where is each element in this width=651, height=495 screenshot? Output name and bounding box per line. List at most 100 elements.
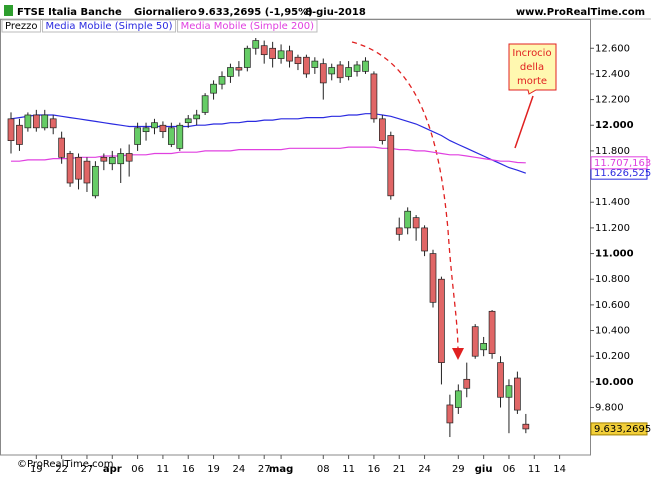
x-tick-label: 29 <box>452 464 465 475</box>
trend-arrowhead <box>452 348 464 360</box>
candle-body <box>328 67 336 75</box>
x-tick-label: 21 <box>393 464 406 475</box>
candle-body <box>370 73 378 120</box>
x-tick-label: 11 <box>528 464 541 475</box>
cross-pointer <box>514 95 534 149</box>
legend-box <box>42 19 177 33</box>
candle-body <box>218 76 226 85</box>
candle-body <box>92 165 99 197</box>
candle-body <box>260 45 268 56</box>
header-site: www.ProRealTime.com <box>516 7 645 18</box>
candle-body <box>353 64 361 72</box>
candle-body <box>193 114 201 120</box>
y-tick-label: 10.800 <box>595 274 630 285</box>
candle-body <box>514 377 521 411</box>
legend-box <box>1 19 42 33</box>
candle-body <box>404 210 412 229</box>
candle-body <box>319 63 327 84</box>
candle-body <box>463 378 471 389</box>
trend-arrow <box>351 41 459 353</box>
candle-body <box>151 122 158 129</box>
x-tick-label: 22 <box>55 464 68 475</box>
candle-body <box>41 114 49 129</box>
y-tick-label: 9.800 <box>595 403 624 414</box>
candle-body <box>286 50 293 62</box>
x-tick-label: 16 <box>368 464 381 475</box>
legend-box <box>177 19 318 33</box>
candle-body <box>16 124 23 145</box>
candle-body <box>184 118 192 124</box>
legend-label: Prezzo <box>5 21 38 32</box>
candle-body <box>303 56 310 75</box>
header-date: 8-giu-2018 <box>305 7 366 18</box>
candle-body <box>32 114 40 129</box>
candle-body <box>83 160 91 184</box>
candle-body <box>454 390 462 408</box>
x-tick-label: apr <box>103 464 122 475</box>
candle-body <box>421 227 428 252</box>
candle-body <box>345 67 352 77</box>
candle-body <box>125 153 133 162</box>
candle-body <box>7 118 15 141</box>
header-period: Giornaliero <box>134 7 197 18</box>
x-tick-label: 27 <box>81 464 94 475</box>
candle-body <box>480 343 487 351</box>
candle-body <box>497 362 504 398</box>
x-tick-label: 08 <box>317 464 330 475</box>
y-tick-label: 12.200 <box>595 95 630 106</box>
header-title: FTSE Italia Banche <box>17 7 122 18</box>
candle-body <box>488 310 496 354</box>
y-tick-label: 12.400 <box>595 69 630 80</box>
candle-body <box>100 156 108 162</box>
y-tick-label: 11.800 <box>595 146 630 157</box>
candle-body <box>168 127 175 145</box>
footer: ©ProRealTime.com <box>17 459 113 470</box>
y-tick-label: 11.000 <box>595 249 634 260</box>
value-flag <box>590 156 648 170</box>
legend-label: Media Mobile (Simple 200) <box>181 21 315 32</box>
candle-body <box>142 127 150 133</box>
value-flag <box>590 422 648 436</box>
x-tick-label: 06 <box>503 464 516 475</box>
candle-body <box>243 47 251 68</box>
y-tick-label: 10.000 <box>595 377 634 388</box>
candle-body <box>58 137 65 158</box>
candle-body <box>311 60 319 68</box>
y-tick-label: 10.200 <box>595 351 630 362</box>
candle-body <box>269 47 276 59</box>
candle-body <box>438 278 445 363</box>
annotation-text: morte <box>517 76 547 87</box>
value-flag-label: 11.626,5258 <box>594 168 651 179</box>
y-tick-label: 11.400 <box>595 197 630 208</box>
candle-body <box>75 156 82 180</box>
moving-average-line <box>11 146 526 164</box>
x-tick-label: 27 <box>258 464 271 475</box>
x-tick-label: 16 <box>182 464 195 475</box>
logo-icon <box>4 5 13 16</box>
candle-body <box>24 114 32 129</box>
candle-body <box>49 118 57 129</box>
x-tick-label: 19 <box>30 464 43 475</box>
candle-body <box>412 217 420 229</box>
x-tick-label: 11 <box>342 464 355 475</box>
x-tick-label: 11 <box>157 464 170 475</box>
y-tick-label: 12.600 <box>595 43 630 54</box>
header-last: 9.633,2695 (-1,95%) <box>198 7 313 18</box>
annotation-box <box>508 43 557 95</box>
candle-body <box>201 95 209 113</box>
x-tick-label: 14 <box>553 464 566 475</box>
candle-body <box>446 404 454 424</box>
candle-body <box>159 124 167 133</box>
x-tick-label: 24 <box>418 464 431 475</box>
value-flag-label: 9.633,2695 <box>594 424 651 435</box>
x-tick-label: 24 <box>233 464 246 475</box>
y-tick-label: 11.200 <box>595 223 630 234</box>
y-tick-label: 10.400 <box>595 326 630 337</box>
candle-body <box>336 64 344 79</box>
y-tick-label: 12.000 <box>595 120 634 131</box>
candle-body <box>176 124 184 149</box>
candle-body <box>522 423 530 430</box>
x-tick-label: mag <box>269 464 293 475</box>
